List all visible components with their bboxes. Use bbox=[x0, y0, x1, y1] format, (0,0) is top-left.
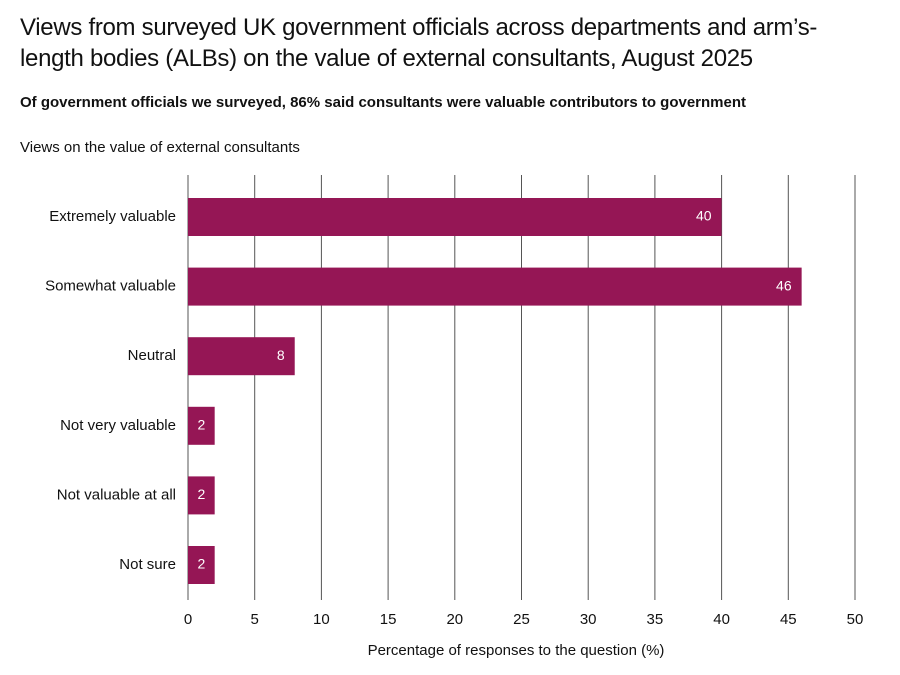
x-tick-label: 40 bbox=[713, 611, 730, 628]
y-tick-label: Extremely valuable bbox=[49, 208, 176, 225]
bar bbox=[188, 546, 215, 584]
x-tick-label: 25 bbox=[513, 611, 530, 628]
y-tick-label: Somewhat valuable bbox=[45, 278, 176, 295]
bar bbox=[188, 476, 215, 515]
chart-title: Views from surveyed UK government offici… bbox=[20, 14, 818, 72]
y-axis-label: Views on the value of external consultan… bbox=[20, 139, 300, 156]
x-tick-label: 35 bbox=[647, 611, 664, 628]
x-axis-label: Percentage of responses to the question … bbox=[368, 642, 665, 659]
bar bbox=[188, 198, 722, 236]
x-tick-label: 10 bbox=[313, 611, 330, 628]
x-tick-label: 30 bbox=[580, 611, 597, 628]
y-tick-label: Not very valuable bbox=[60, 417, 176, 434]
x-tick-label: 15 bbox=[380, 611, 397, 628]
data-label: 2 bbox=[197, 556, 205, 572]
bar bbox=[188, 337, 295, 376]
y-tick-label: Neutral bbox=[128, 347, 176, 364]
x-tick-label: 20 bbox=[446, 611, 463, 628]
x-tick-label: 45 bbox=[780, 611, 797, 628]
x-tick-label: 50 bbox=[847, 611, 864, 628]
data-label: 2 bbox=[197, 486, 205, 502]
y-tick-label: Not valuable at all bbox=[57, 486, 176, 503]
bar bbox=[188, 267, 802, 306]
x-tick-label: 5 bbox=[251, 611, 259, 628]
data-label: 8 bbox=[277, 347, 285, 363]
data-label: 40 bbox=[696, 208, 712, 224]
y-tick-label: Not sure bbox=[119, 556, 176, 573]
bar bbox=[188, 406, 215, 445]
data-label: 46 bbox=[776, 277, 792, 293]
chart-subtitle: Of government officials we surveyed, 86%… bbox=[20, 94, 747, 111]
data-label: 2 bbox=[197, 417, 205, 433]
x-tick-label: 0 bbox=[184, 611, 192, 628]
